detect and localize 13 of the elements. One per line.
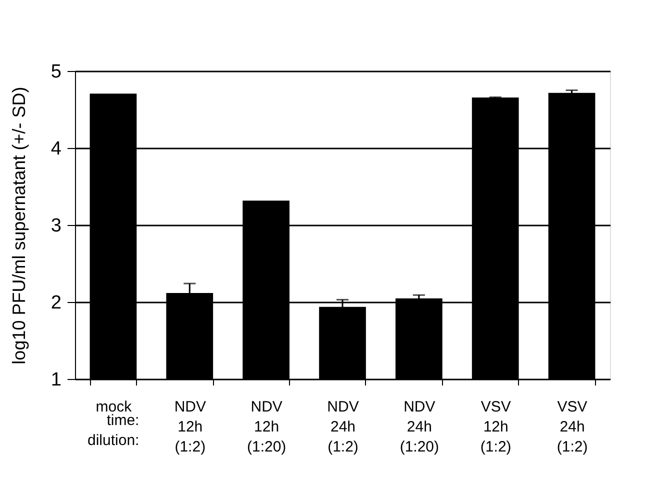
- y-axis-title: log10 PFU/ml supernatant (+/- SD): [8, 86, 29, 364]
- text: dilution:: [88, 432, 140, 449]
- x-tick-label: NDV 12h (1:20): [246, 398, 286, 456]
- x-tick-label: NDV 12h (1:2): [174, 398, 206, 456]
- y-tick-label: 4: [50, 138, 62, 160]
- y-tick-label: 1: [50, 370, 62, 390]
- y-tick-label: 2: [50, 292, 62, 314]
- x-tick-label: NDV 24h (1:2): [327, 398, 359, 456]
- y-tick-label: 3: [50, 216, 62, 236]
- y-tick-label: 5: [50, 62, 62, 82]
- x-tick-label: VSV 24h (1:2): [556, 398, 588, 456]
- x-tick-label: VSV 12h (1:2): [480, 398, 512, 456]
- x-tick-label: NDV 24h (1:20): [400, 398, 440, 456]
